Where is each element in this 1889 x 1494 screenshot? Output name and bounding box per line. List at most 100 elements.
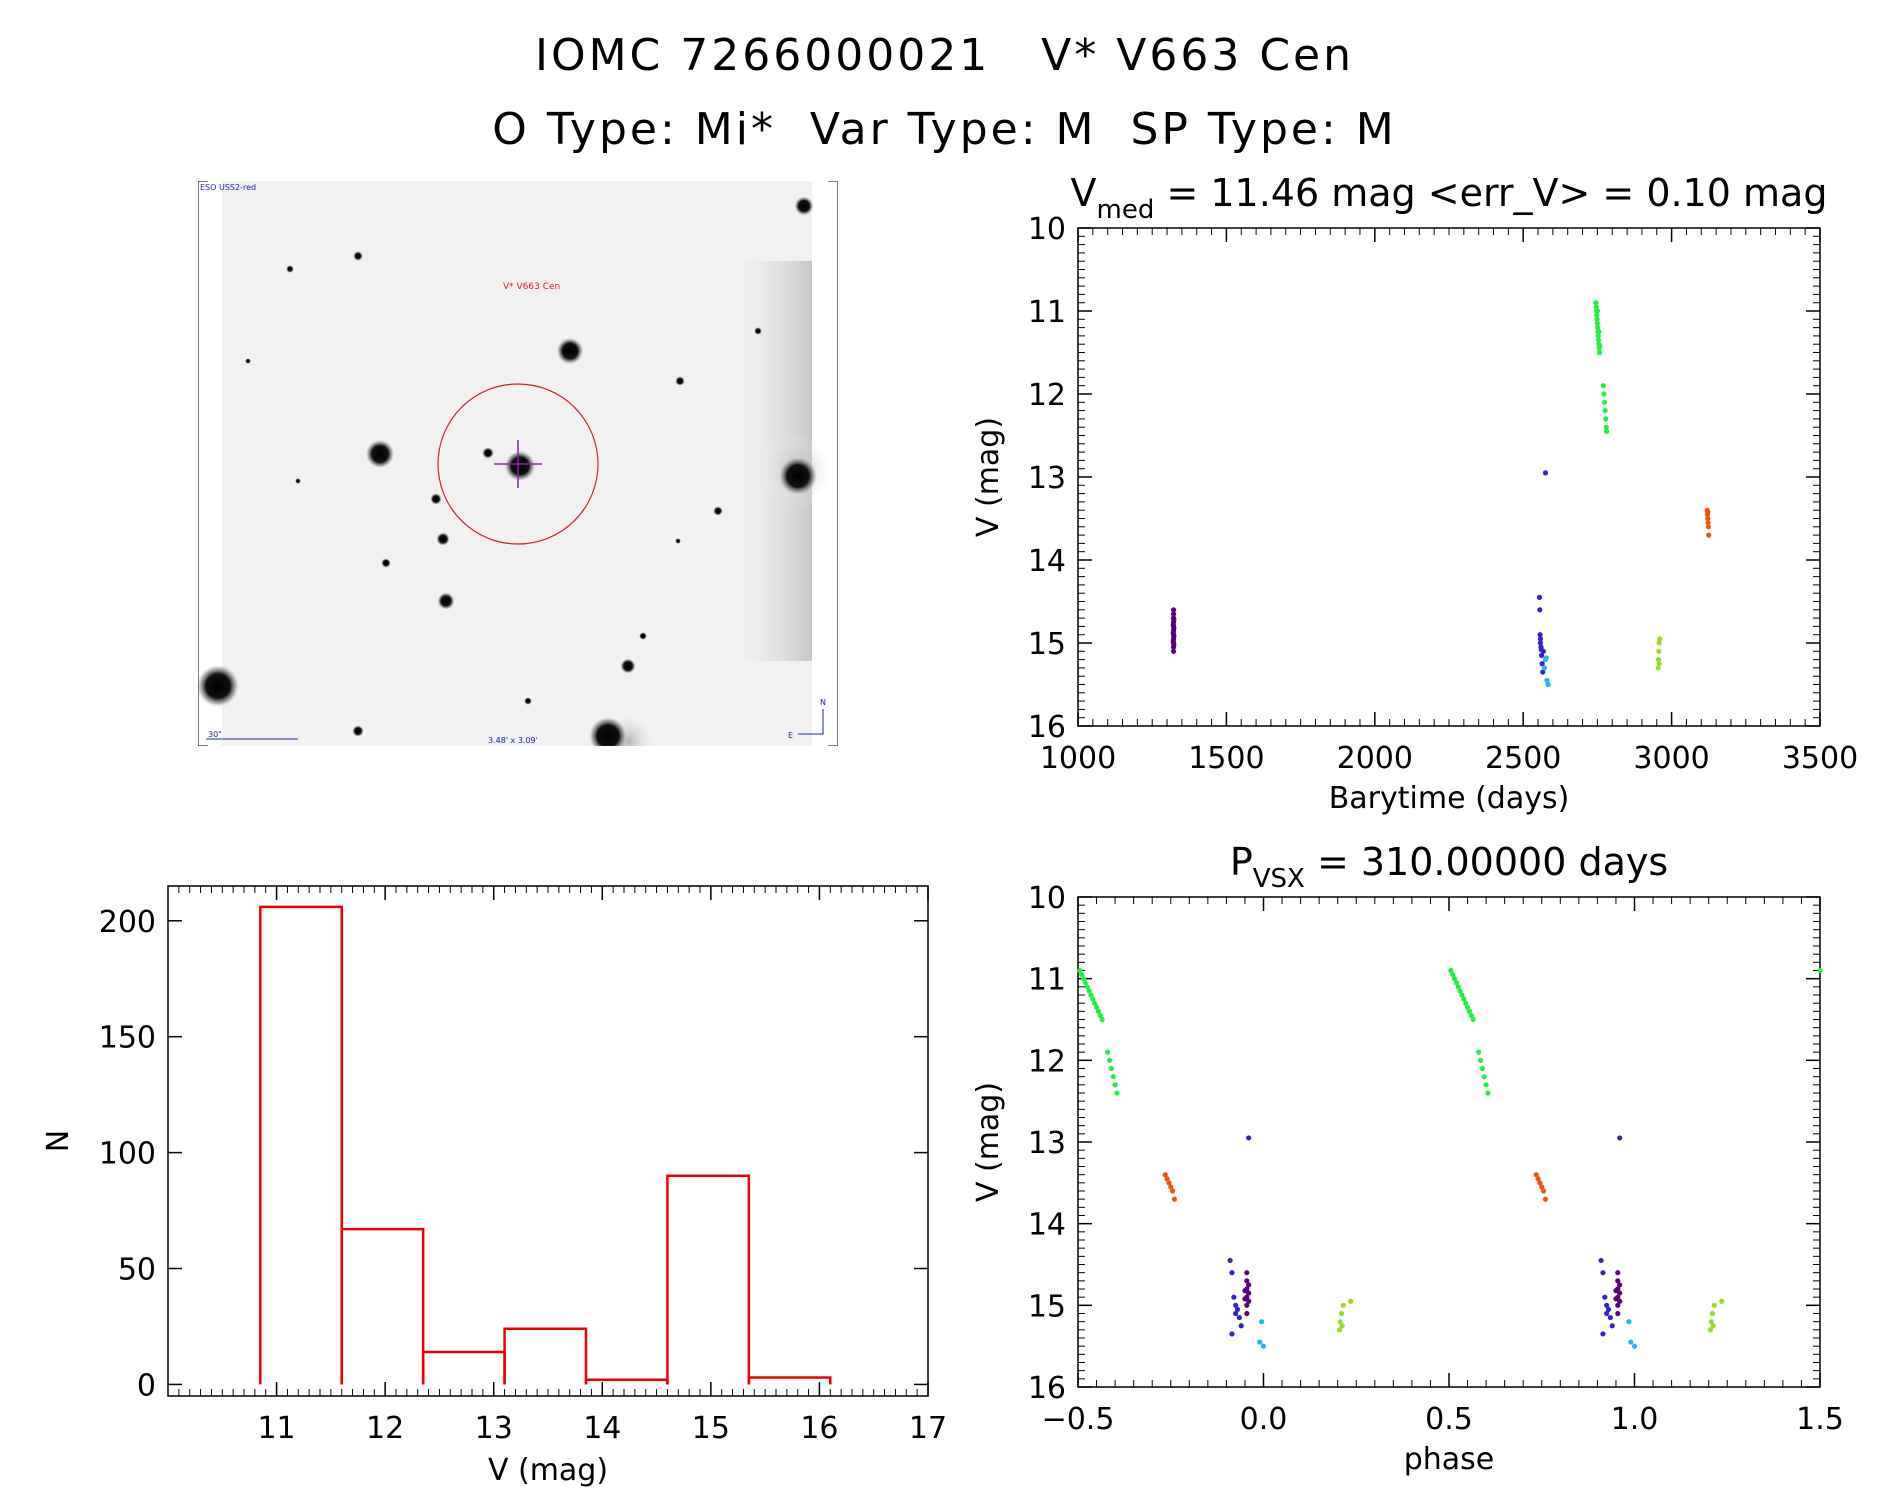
- data-point: [1545, 681, 1551, 688]
- data-point: [1537, 607, 1543, 613]
- chart-title-line2: O Type: Mi* Var Type: M SP Type: M: [492, 104, 1397, 155]
- data-point: [1233, 1310, 1239, 1317]
- data-point: [1244, 1278, 1250, 1284]
- y-tick-label: 150: [99, 1021, 156, 1056]
- data-point: [1595, 325, 1601, 331]
- y-tick-label: 11: [1028, 963, 1066, 998]
- data-point: [1233, 1302, 1239, 1308]
- data-point: [1597, 343, 1603, 349]
- data-point: [1541, 665, 1548, 671]
- data-point: [1090, 996, 1096, 1002]
- data-point: [1719, 1298, 1725, 1304]
- y-tick-label: 100: [99, 1137, 156, 1172]
- data-point: [1466, 1008, 1473, 1014]
- data-point: [1603, 416, 1609, 422]
- data-point: [1615, 1294, 1621, 1300]
- data-point: [1099, 1016, 1105, 1023]
- data-point: [1463, 1000, 1469, 1006]
- data-point: [1244, 1310, 1250, 1317]
- data-point: [1114, 1090, 1120, 1096]
- data-point: [1705, 509, 1711, 515]
- y-tick-label: 200: [99, 905, 156, 940]
- data-point: [1600, 1331, 1606, 1337]
- series-season2a: [1227, 1135, 1623, 1337]
- data-point: [1600, 1270, 1606, 1276]
- data-point: [1483, 1082, 1489, 1088]
- data-point: [1705, 524, 1712, 530]
- data-point: [1598, 1257, 1604, 1264]
- y-axis-label: V (mag): [971, 417, 1006, 537]
- plot-frame: [1077, 227, 1821, 727]
- data-point: [1093, 1004, 1100, 1010]
- x-tick-label: 3000: [1633, 741, 1709, 776]
- data-point: [1594, 316, 1600, 322]
- data-point: [1593, 308, 1600, 314]
- data-point: [1112, 1082, 1118, 1088]
- data-point: [1539, 661, 1545, 667]
- y-tick-label: 13: [1028, 1126, 1066, 1161]
- x-axis-label: V (mag): [488, 1453, 608, 1488]
- data-point: [1602, 408, 1608, 414]
- x-tick-label: 1500: [1188, 741, 1264, 776]
- data-point: [1162, 1172, 1168, 1178]
- data-point: [1538, 647, 1544, 653]
- survey-label: ESO USS2-red: [200, 183, 256, 192]
- histogram-bar: [503, 1327, 588, 1385]
- data-point: [1170, 1188, 1176, 1194]
- data-point: [1468, 1012, 1474, 1019]
- data-point: [1705, 515, 1711, 522]
- x-axis-label: phase: [1404, 1442, 1495, 1477]
- data-point: [1593, 300, 1599, 306]
- scale-label: 30": [208, 730, 222, 739]
- data-point: [1817, 967, 1823, 974]
- data-point: [1626, 1319, 1632, 1325]
- x-tick-label: 15: [692, 1411, 730, 1446]
- data-point: [1615, 1310, 1621, 1317]
- data-point: [1170, 611, 1177, 617]
- target-circle: [437, 383, 599, 545]
- data-point: [1339, 1323, 1345, 1329]
- data-point: [1246, 1282, 1252, 1288]
- series-season5: [1162, 1172, 1549, 1202]
- data-point: [1084, 984, 1090, 990]
- y-tick-label: 12: [1028, 378, 1066, 413]
- data-point: [1607, 1314, 1613, 1321]
- data-point: [1459, 992, 1465, 998]
- data-point: [1617, 1282, 1623, 1288]
- data-point: [1238, 1323, 1244, 1329]
- data-point: [1077, 967, 1083, 974]
- title-main: P: [1230, 840, 1253, 884]
- data-point: [1170, 630, 1176, 636]
- data-point: [1244, 1294, 1250, 1300]
- y-axis-label: V (mag): [971, 1082, 1006, 1202]
- data-point: [1537, 632, 1543, 638]
- series-season5: [1704, 507, 1712, 538]
- data-point: [1451, 976, 1458, 982]
- x-tick-label: 1.5: [1796, 1402, 1844, 1437]
- data-point: [1704, 507, 1710, 513]
- data-point: [1171, 633, 1177, 639]
- data-point: [1594, 320, 1600, 327]
- plot-title: Vmed = 11.46 mag <err_V> = 0.10 mag: [1071, 171, 1828, 225]
- data-point: [1170, 615, 1177, 621]
- data-point: [1164, 1176, 1170, 1182]
- data-point: [1604, 428, 1610, 434]
- east-label: E: [788, 731, 793, 740]
- data-point: [1340, 1302, 1346, 1308]
- x-tick-label: 11: [257, 1411, 295, 1446]
- x-tick-label: 1.0: [1611, 1402, 1659, 1437]
- histogram-bar: [421, 1350, 506, 1385]
- series-season2b: [1257, 1319, 1638, 1349]
- y-tick-label: 10: [1028, 212, 1066, 247]
- data-point: [1485, 1090, 1491, 1096]
- data-point: [1542, 470, 1549, 476]
- data-point: [1543, 655, 1549, 661]
- data-point: [1617, 1290, 1623, 1296]
- data-point: [1479, 1065, 1485, 1072]
- x-tick-label: 14: [583, 1411, 621, 1446]
- y-tick-label: 12: [1028, 1044, 1066, 1079]
- x-tick-label: 13: [475, 1411, 513, 1446]
- data-point: [1537, 636, 1544, 642]
- title-rest: = 11.46 mag <err_V> = 0.10 mag: [1154, 171, 1827, 215]
- data-point: [1596, 345, 1602, 351]
